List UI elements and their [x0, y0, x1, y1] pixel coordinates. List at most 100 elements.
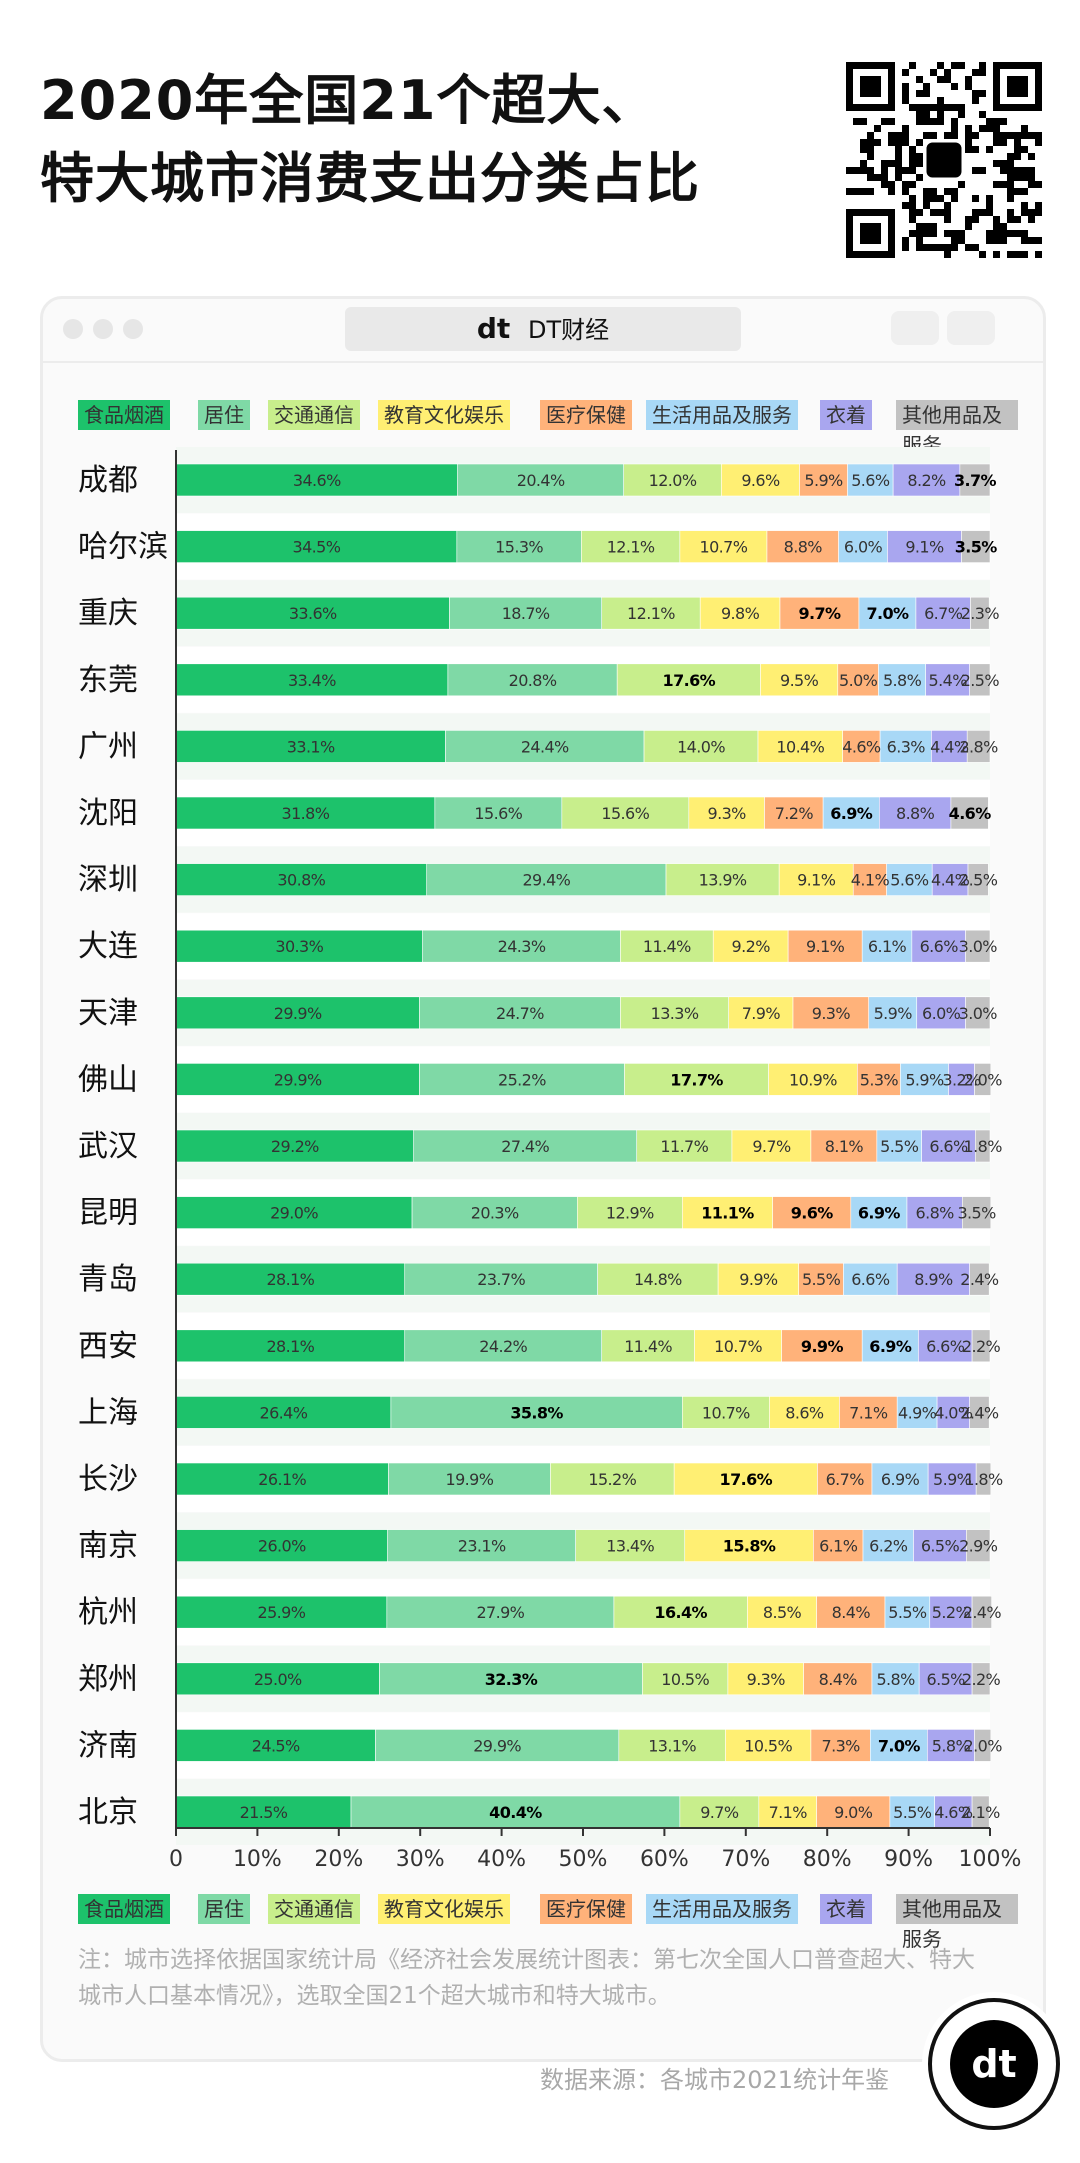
bar-segment	[388, 1462, 551, 1496]
data-label: 5.5%	[893, 1803, 932, 1822]
data-label: 2.4%	[960, 1270, 999, 1289]
bar-segment	[803, 1662, 873, 1696]
data-label: 13.9%	[699, 871, 747, 890]
data-label: 7.2%	[775, 804, 814, 823]
bar-segment	[969, 1262, 990, 1296]
bar-segment	[456, 530, 582, 563]
data-label: 5.8%	[932, 1736, 971, 1755]
data-label: 15.6%	[601, 804, 649, 823]
bar-segment	[970, 596, 990, 630]
window-titlebar: dt DT财经	[43, 299, 1043, 363]
bar-segment	[175, 1529, 388, 1562]
data-label: 3.0%	[959, 937, 998, 956]
bar-segment	[694, 1329, 782, 1363]
data-label: 5.9%	[874, 1004, 913, 1023]
bar-segment	[810, 1729, 871, 1762]
data-label: 4.6%	[934, 1803, 973, 1822]
data-label: 6.1%	[819, 1537, 858, 1556]
data-label: 9.7%	[752, 1137, 791, 1156]
data-label: 6.6%	[920, 937, 959, 956]
data-label: 5.9%	[905, 1070, 944, 1089]
city-label: 郑州	[78, 1662, 138, 1697]
bar-segment	[175, 1063, 420, 1096]
data-label: 9.1%	[806, 937, 845, 956]
bar-segment	[375, 1729, 620, 1762]
bar-segment	[967, 863, 989, 896]
data-label: 3.5%	[955, 538, 998, 557]
bar-segment	[966, 1529, 991, 1562]
data-label: 7.1%	[769, 1803, 808, 1822]
bar-segment	[961, 530, 991, 563]
data-label: 30.8%	[277, 871, 325, 890]
data-label: 8.1%	[825, 1137, 864, 1156]
data-label: 2.5%	[961, 671, 1000, 690]
bar-segment	[679, 1795, 760, 1829]
bar-segment	[931, 730, 968, 763]
x-tick-label: 100%	[959, 1847, 1022, 1872]
data-label: 20.8%	[509, 671, 557, 690]
data-label: 10.7%	[699, 538, 747, 557]
bar-segment	[665, 863, 780, 896]
data-label: 17.7%	[670, 1070, 723, 1089]
bar-segment	[624, 1063, 769, 1096]
data-label: 6.7%	[826, 1470, 865, 1489]
bar-segment	[731, 1129, 812, 1163]
data-label: 6.2%	[869, 1537, 908, 1556]
data-label: 10.7%	[714, 1337, 762, 1356]
data-label: 34.6%	[293, 471, 341, 490]
data-label: 26.4%	[260, 1403, 308, 1422]
bar-segment	[925, 663, 970, 697]
data-label: 2.0%	[964, 1736, 1003, 1755]
bar-segment	[411, 1196, 578, 1229]
legend-item: 衣着	[820, 400, 872, 430]
bar-segment	[449, 596, 603, 630]
data-label: 10.5%	[661, 1670, 709, 1689]
x-tick-label: 50%	[559, 1847, 608, 1872]
bar-segment	[725, 1729, 812, 1762]
city-label: 长沙	[78, 1462, 138, 1497]
window-title: dt DT财经	[345, 307, 741, 351]
x-tick-label: 40%	[477, 1847, 526, 1872]
data-label: 5.5%	[880, 1137, 919, 1156]
data-label: 9.2%	[732, 937, 771, 956]
bar-segment	[434, 796, 563, 830]
x-tick-label: 70%	[721, 1847, 770, 1872]
bar-segment	[971, 1595, 992, 1629]
bar-segment	[175, 463, 458, 497]
data-label: 4.9%	[898, 1403, 937, 1422]
data-label: 9.8%	[721, 604, 760, 623]
bar-segment	[764, 796, 824, 830]
data-label: 6.0%	[844, 538, 883, 557]
bar-segment	[769, 1396, 840, 1429]
bar-segment	[974, 1729, 992, 1762]
data-label: 5.8%	[876, 1670, 915, 1689]
data-label: 4.4%	[931, 871, 970, 890]
data-label: 8.6%	[785, 1403, 824, 1422]
city-label: 深圳	[78, 863, 138, 898]
bar-segment	[918, 1662, 973, 1696]
data-label: 9.7%	[798, 604, 841, 623]
data-label: 6.9%	[858, 1204, 901, 1223]
data-label: 2.3%	[961, 604, 1000, 623]
bar-segment	[969, 1396, 990, 1429]
city-label: 上海	[78, 1395, 138, 1430]
legend-item: 食品烟酒	[78, 1894, 170, 1924]
data-label: 33.1%	[287, 737, 335, 756]
data-label: 24.5%	[252, 1736, 300, 1755]
data-label: 8.9%	[914, 1270, 953, 1289]
bar-segment	[386, 1595, 615, 1629]
data-label: 4.1%	[851, 871, 890, 890]
bar-segment	[419, 1063, 625, 1096]
data-label: 20.3%	[471, 1204, 519, 1223]
bar-segment	[721, 463, 800, 497]
bar-segment	[861, 1329, 919, 1363]
data-label: 6.7%	[924, 604, 963, 623]
stacked-bar-chart: 成都哈尔滨重庆东莞广州沈阳深圳大连天津佛山武汉昆明青岛西安上海长沙南京杭州郑州济…	[78, 450, 1022, 1872]
data-label: 1.8%	[964, 1470, 1003, 1489]
data-label: 4.0%	[934, 1403, 973, 1422]
data-label: 18.7%	[502, 604, 550, 623]
data-label: 29.9%	[274, 1070, 322, 1089]
data-label: 4.6%	[949, 804, 992, 823]
bar-segment	[950, 796, 989, 830]
footnote: 注：城市选择依据国家统计局《经济社会发展统计图表：第七次全国人口普查超大、特大城…	[78, 1947, 975, 2009]
